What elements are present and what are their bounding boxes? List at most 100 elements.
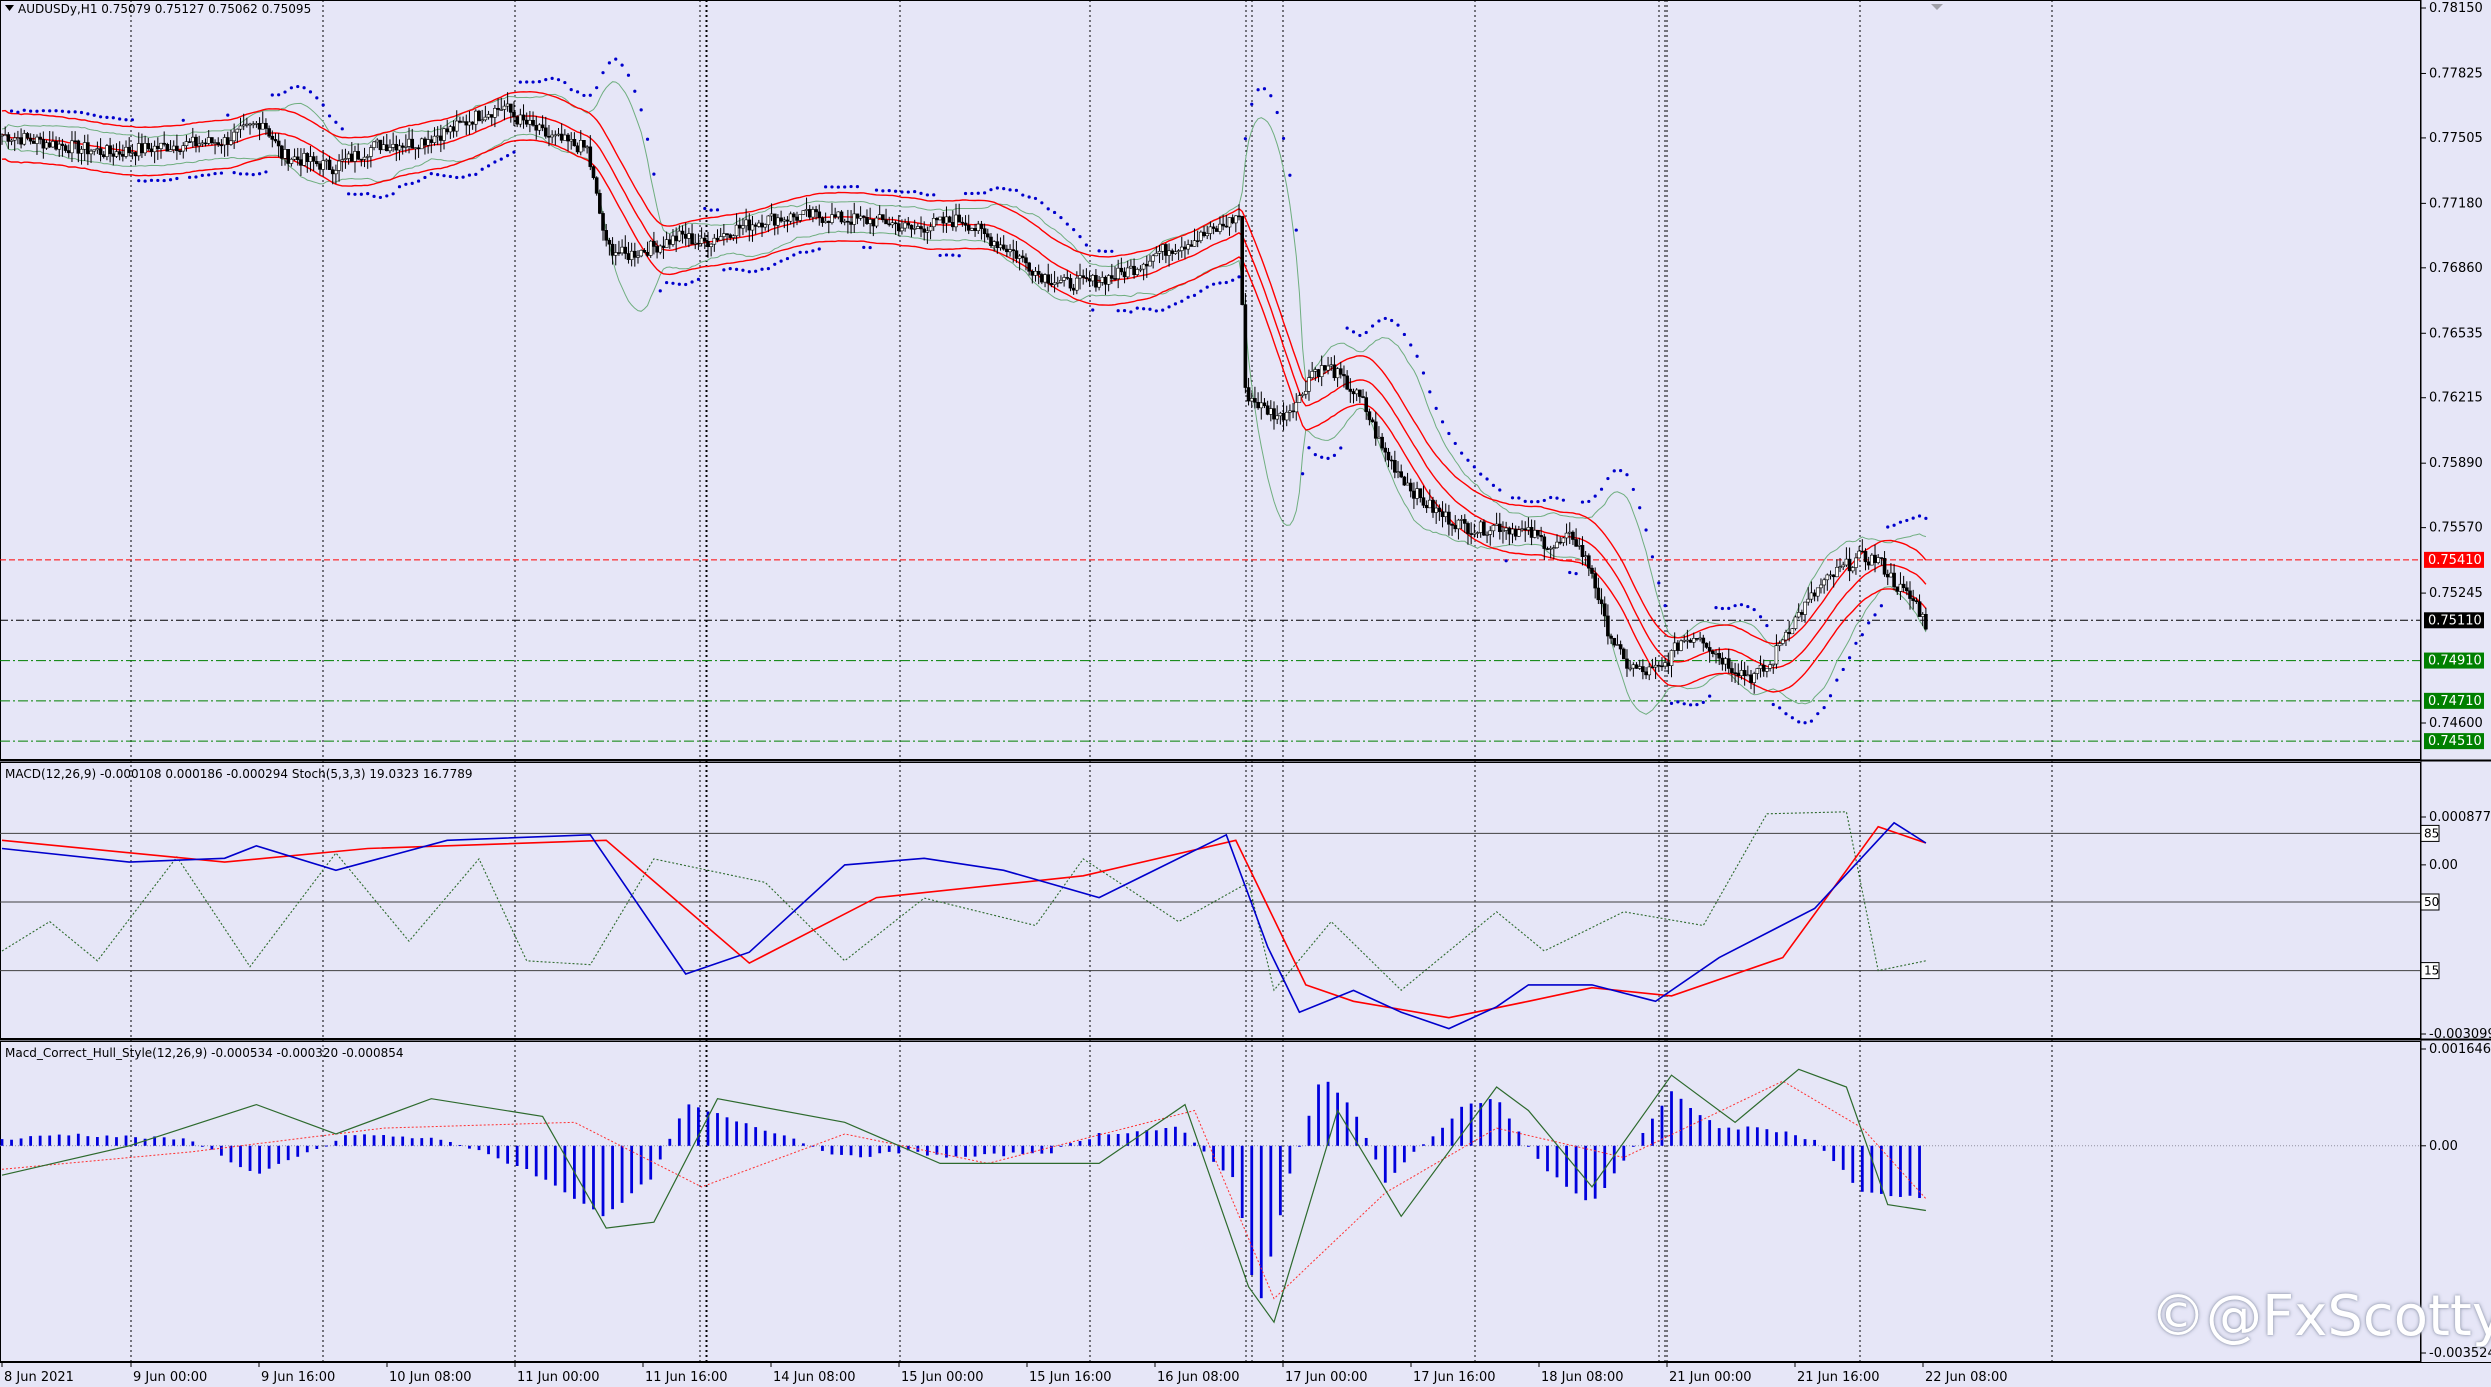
hull-histogram-bar bbox=[496, 1145, 500, 1159]
candle-body bbox=[276, 140, 281, 147]
candle-body bbox=[235, 128, 240, 133]
candle-body bbox=[588, 146, 593, 167]
candle-body bbox=[1463, 519, 1467, 524]
hull-histogram-bar bbox=[1088, 1139, 1091, 1146]
candle-body bbox=[766, 215, 771, 226]
candle-body bbox=[1205, 233, 1210, 237]
candle-body bbox=[1129, 265, 1133, 269]
hull-histogram-bar bbox=[1259, 1145, 1263, 1299]
hull-histogram-bar bbox=[859, 1145, 862, 1158]
candle-body bbox=[1370, 419, 1375, 423]
candle-body bbox=[1453, 525, 1458, 530]
sar-dot bbox=[9, 109, 14, 113]
hull-histogram-bar bbox=[86, 1136, 90, 1146]
candle-body bbox=[1326, 365, 1330, 371]
candle-body bbox=[156, 145, 160, 149]
candle-body bbox=[1609, 635, 1613, 639]
sar-dot bbox=[48, 109, 52, 113]
hull-histogram-bar bbox=[716, 1113, 719, 1146]
collapse-triangle-icon[interactable] bbox=[5, 5, 14, 11]
sar-dot bbox=[544, 78, 548, 82]
candle-body bbox=[499, 109, 504, 111]
candle-body bbox=[1183, 246, 1187, 250]
sar-dot bbox=[1860, 633, 1864, 637]
hull-histogram-bar bbox=[134, 1137, 137, 1146]
time-tick-label: 18 Jun 08:00 bbox=[1541, 1370, 1624, 1385]
sar-dot bbox=[73, 110, 77, 114]
sar-dot bbox=[1733, 604, 1737, 608]
candle-body bbox=[1536, 529, 1540, 536]
candle-body bbox=[1351, 391, 1356, 395]
macd-stoch-plot[interactable] bbox=[1, 811, 1927, 1030]
price-plot[interactable] bbox=[0, 57, 1928, 725]
sar-dot bbox=[951, 253, 955, 257]
candle-body bbox=[47, 142, 52, 148]
sar-dot bbox=[550, 76, 554, 81]
hull-histogram-bar bbox=[439, 1139, 443, 1146]
candle-body bbox=[343, 158, 348, 160]
sar-dot bbox=[1695, 703, 1699, 707]
hull-histogram-bar bbox=[191, 1141, 195, 1146]
sar-dot bbox=[512, 150, 516, 154]
candle-body bbox=[674, 235, 678, 242]
bollinger-upper-line bbox=[1, 81, 1927, 648]
sar-dot bbox=[626, 73, 631, 77]
level-tag bbox=[2420, 893, 2440, 911]
candle-body bbox=[1097, 282, 1101, 288]
candle-body bbox=[534, 125, 539, 131]
sar-dot bbox=[423, 175, 427, 180]
sar-dot bbox=[1288, 173, 1292, 177]
hull-histogram-bar bbox=[925, 1145, 929, 1156]
hull-histogram-bar bbox=[544, 1145, 548, 1180]
sar-dot bbox=[1256, 88, 1260, 92]
bollinger-lower-line bbox=[1, 133, 1927, 715]
candle-body bbox=[976, 223, 981, 232]
candle-body bbox=[486, 114, 491, 118]
candle-body bbox=[194, 136, 198, 147]
sar-dot bbox=[1428, 390, 1432, 394]
sar-dot bbox=[1746, 604, 1750, 609]
candle-body bbox=[1656, 664, 1661, 667]
candle-body bbox=[117, 151, 122, 155]
candle-body bbox=[264, 122, 268, 129]
sar-dot bbox=[1510, 496, 1515, 500]
sar-dot bbox=[302, 86, 306, 90]
candle-body bbox=[470, 121, 475, 125]
sar-dot bbox=[836, 185, 840, 189]
sar-dot bbox=[372, 194, 376, 199]
candle-body bbox=[1316, 369, 1321, 377]
macd-hull-plot[interactable] bbox=[0, 1068, 1927, 1324]
sar-dot bbox=[652, 172, 656, 176]
hull-histogram-bar bbox=[1527, 1145, 1530, 1147]
scroll-marker-icon[interactable] bbox=[1931, 4, 1943, 10]
candle-body bbox=[1679, 640, 1683, 651]
sar-dot bbox=[194, 175, 198, 179]
sar-dot bbox=[1599, 487, 1604, 491]
candle-body bbox=[1698, 637, 1702, 640]
hull-histogram-bar bbox=[372, 1135, 376, 1146]
hull-histogram-bar bbox=[1860, 1145, 1864, 1192]
candle-body bbox=[229, 140, 233, 145]
candle-body bbox=[985, 233, 990, 238]
candle-body bbox=[1809, 592, 1814, 600]
sar-dot bbox=[1027, 195, 1031, 199]
candle-body bbox=[1561, 537, 1566, 543]
hull-histogram-bar bbox=[1116, 1133, 1120, 1146]
sar-dot bbox=[1148, 307, 1152, 311]
hull-histogram-bar bbox=[1717, 1128, 1721, 1146]
candle-body bbox=[1752, 673, 1756, 683]
sar-dot bbox=[347, 192, 351, 196]
bollinger-bands bbox=[1, 81, 1927, 715]
sar-dot bbox=[563, 80, 567, 85]
candle-body bbox=[1469, 533, 1473, 535]
sar-dot bbox=[595, 86, 599, 90]
hull-histogram-bar bbox=[57, 1134, 61, 1146]
candle-body bbox=[439, 135, 443, 141]
candle-body bbox=[925, 230, 930, 233]
candle-body bbox=[804, 209, 809, 211]
candle-body bbox=[1755, 668, 1760, 674]
candle-body bbox=[744, 219, 748, 227]
sar-dot bbox=[1739, 603, 1744, 607]
sar-dot bbox=[353, 192, 357, 196]
